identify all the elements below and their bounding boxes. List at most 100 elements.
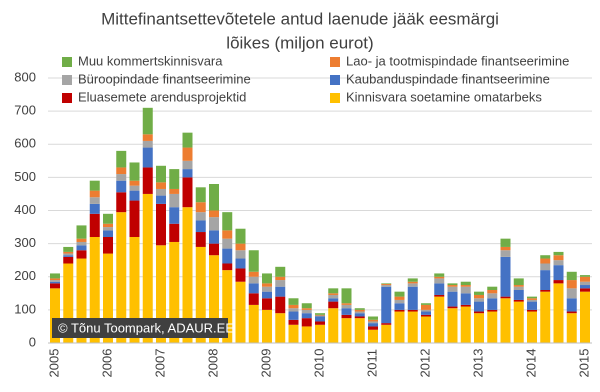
y-tick-label: 400 (14, 202, 36, 217)
bar-segment (169, 241, 180, 343)
bar-segment (262, 298, 272, 310)
bar-segment (275, 296, 286, 314)
bar-segment (553, 283, 564, 343)
annotation: © Tõnu Toompark, ADAUR.EE (58, 320, 234, 335)
x-tick-label: 2005 (46, 349, 61, 378)
bar-segment (301, 309, 312, 314)
bar-segment (195, 220, 206, 233)
bar-segment (129, 180, 140, 186)
x-tick-label: 2011 (364, 349, 379, 377)
bar-segment (540, 258, 551, 264)
bar-segment (288, 298, 299, 305)
legend-swatch (330, 93, 340, 103)
bar-segment (368, 326, 378, 330)
bar-segment (421, 316, 431, 343)
bar-segment (169, 223, 180, 242)
bar-segment (222, 238, 233, 249)
bar-segment (156, 195, 166, 204)
bar-segment (434, 296, 445, 343)
bar-segment (209, 243, 219, 256)
legend-swatch (62, 75, 72, 85)
chart-title: Mittefinantsettevõtetele antud laenude j… (101, 9, 499, 28)
bar-segment (142, 140, 153, 148)
bar-segment (368, 316, 378, 320)
bar-segment (381, 324, 392, 343)
bar-segment (209, 230, 219, 244)
bar-segment (447, 286, 458, 292)
bar-segment (460, 286, 471, 294)
bar-segment (368, 329, 378, 343)
bar-segment (76, 245, 87, 251)
bar-segment (142, 193, 153, 343)
bar-segment (434, 278, 445, 284)
bar-segment (421, 309, 431, 312)
bar-segment (182, 147, 193, 161)
x-tick-label: 2010 (311, 349, 326, 378)
bar-segment (368, 319, 378, 322)
bar-segment (182, 132, 193, 148)
y-tick-label: 700 (14, 103, 36, 118)
bar-segment (580, 285, 590, 289)
bar-segment (315, 314, 325, 316)
bar-segment (301, 308, 312, 310)
bar-segment (129, 185, 140, 191)
y-tick-label: 800 (14, 69, 36, 84)
legend-label: Eluasemete arendusprojektid (78, 89, 246, 104)
bar-segment (368, 323, 378, 327)
bar-segment (288, 311, 299, 320)
bar-segment (474, 301, 484, 312)
bar-segment (195, 232, 206, 247)
bar-segment (500, 296, 511, 299)
bar-segment (195, 212, 206, 221)
bar-segment (474, 311, 484, 314)
bar-segment (248, 283, 259, 294)
bar-segment (447, 291, 458, 307)
bar-segment (580, 275, 590, 277)
bar-segment (235, 228, 246, 244)
y-tick-label: 0 (29, 334, 36, 349)
bar-segment (63, 263, 74, 343)
bar-segment (222, 263, 233, 271)
bar-segment (76, 238, 87, 242)
bar-segment (553, 255, 564, 261)
bar-segment (527, 311, 537, 343)
bar-segment (394, 299, 405, 304)
bar-segment (156, 203, 166, 246)
bar-segment (89, 237, 100, 343)
bar-segment (103, 237, 113, 254)
bar-segment (354, 318, 365, 343)
bar-segment (500, 250, 511, 257)
bar-segment (540, 270, 551, 290)
bar-segment (527, 301, 537, 310)
x-tick-label: 2007 (152, 349, 167, 378)
bar-segment (434, 273, 445, 277)
bar-segment (527, 299, 537, 302)
bar-segment (566, 288, 577, 299)
bar-segment (381, 285, 392, 287)
bar-segment (341, 304, 352, 309)
bar-segment (195, 202, 206, 213)
legend-label: Kinnisvara soetamine omatarbeks (346, 89, 542, 104)
bar-segment (262, 286, 272, 292)
bar-segment (407, 281, 418, 284)
bar-segment (553, 260, 564, 266)
bar-segment (315, 324, 325, 343)
bar-segment (394, 303, 405, 310)
legend-swatch (62, 93, 72, 103)
bar-segment (156, 245, 166, 343)
bar-segment (103, 230, 113, 237)
bar-segment (156, 182, 166, 189)
bar-segment (182, 177, 193, 208)
bar-segment (169, 188, 180, 194)
bar-segment (129, 190, 140, 201)
bar-segment (262, 291, 272, 299)
annotation-box: © Tõnu Toompark, ADAUR.EE (52, 318, 234, 338)
bar-segment (182, 207, 193, 343)
bar-segment (235, 258, 246, 269)
bar-segment (341, 314, 352, 319)
bar-segment (421, 303, 431, 305)
bar-segment (222, 212, 233, 231)
y-tick-label: 600 (14, 136, 36, 151)
bar-segment (354, 313, 365, 317)
